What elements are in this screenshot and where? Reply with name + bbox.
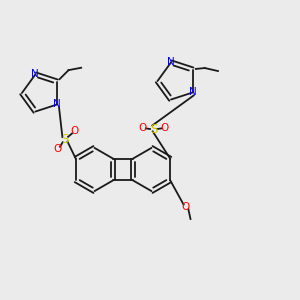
Text: O: O bbox=[70, 126, 79, 136]
Text: O: O bbox=[54, 144, 62, 154]
Text: N: N bbox=[32, 70, 39, 80]
Text: N: N bbox=[167, 58, 175, 68]
Text: N: N bbox=[53, 100, 61, 110]
Text: O: O bbox=[160, 123, 169, 134]
Text: N: N bbox=[189, 88, 197, 98]
Text: S: S bbox=[62, 133, 69, 146]
Text: O: O bbox=[139, 123, 147, 134]
Text: S: S bbox=[150, 122, 157, 136]
Text: O: O bbox=[182, 202, 190, 212]
